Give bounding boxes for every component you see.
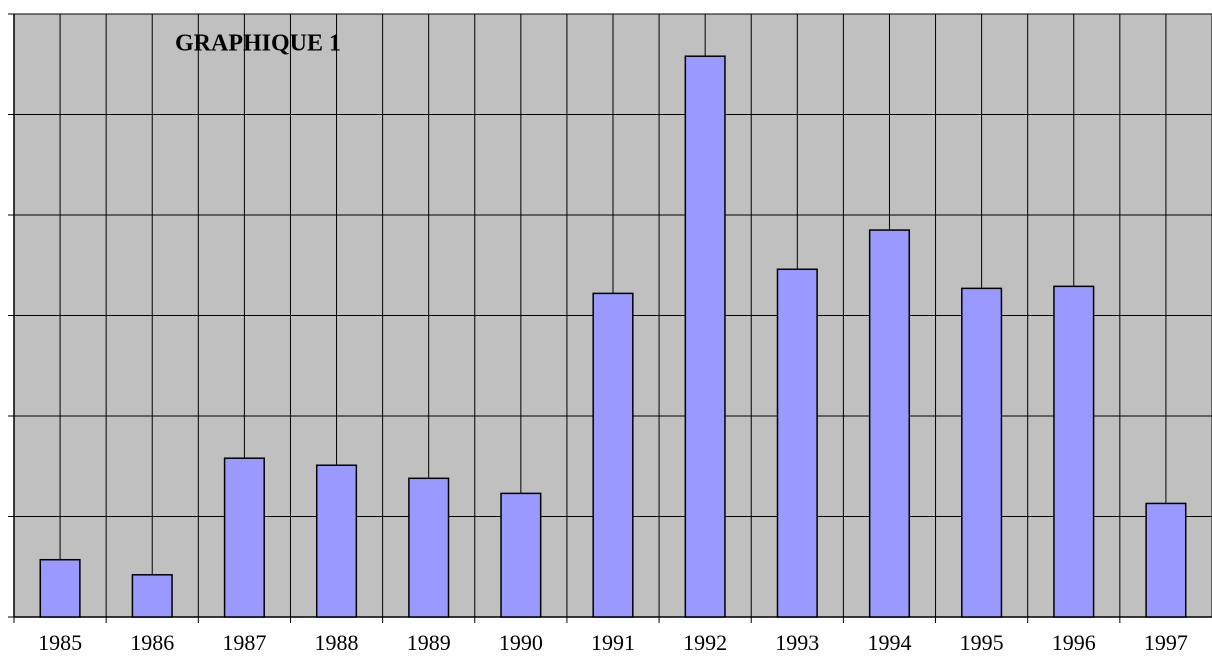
- x-tick-label: 1995: [960, 630, 1004, 655]
- x-tick-label: 1990: [499, 630, 543, 655]
- bar: [868, 229, 911, 618]
- bar: [776, 268, 818, 618]
- bar: [131, 574, 173, 618]
- bar: [961, 287, 1003, 618]
- bar: [592, 292, 634, 618]
- x-tick-label: 1997: [1144, 630, 1188, 655]
- chart-title: GRAPHIQUE 1: [175, 31, 341, 57]
- bar: [223, 457, 265, 618]
- bar: [408, 477, 450, 618]
- x-tick-label: 1985: [38, 630, 82, 655]
- bar: [684, 55, 726, 618]
- x-tick-label: 1994: [867, 630, 911, 655]
- x-tick-label: 1992: [683, 630, 727, 655]
- bar: [315, 464, 358, 618]
- bar: [500, 492, 542, 618]
- x-tick-label: 1987: [222, 630, 266, 655]
- bar: [1145, 502, 1187, 618]
- x-tick-label: 1991: [591, 630, 635, 655]
- x-tick-label: 1986: [130, 630, 174, 655]
- x-tick-label: 1988: [315, 630, 359, 655]
- x-tick-label: 1989: [407, 630, 451, 655]
- bar: [39, 558, 81, 618]
- x-tick-label: 1993: [775, 630, 819, 655]
- x-tick-label: 1996: [1052, 630, 1096, 655]
- bar: [1053, 285, 1095, 618]
